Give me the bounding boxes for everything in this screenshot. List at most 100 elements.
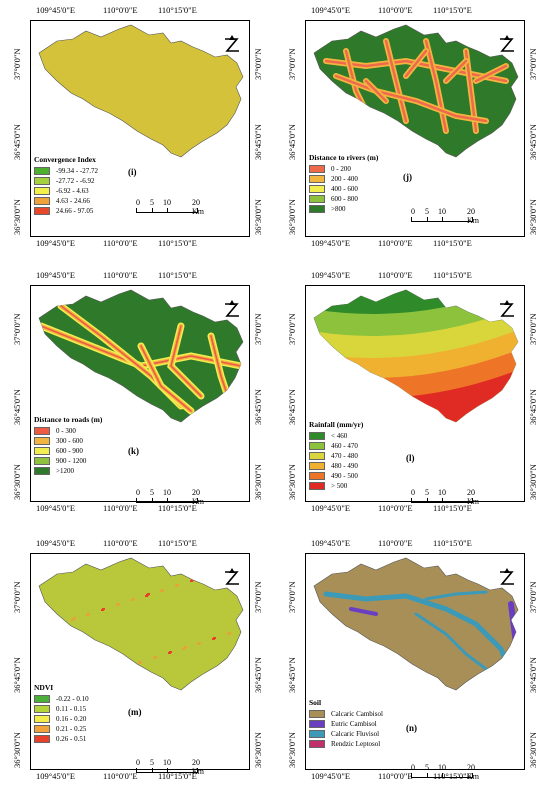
legend-item-label: 600 - 800 [331,195,358,203]
longitude-label-bottom: 109°45'0"E [311,503,351,513]
legend-item: 600 - 800 [309,194,378,204]
longitude-label-top: 110°15'0"E [158,270,197,280]
map-panel: 109°45'0"E 110°0'0"E 110°15'0"E 109°45'0"E 1… [283,270,548,525]
legend-swatch [309,195,325,203]
legend-swatch [34,207,50,215]
longitude-label-top: 109°45'0"E [36,538,76,548]
scale-tick-label: 10 [163,488,171,497]
north-arrow-icon [498,35,516,59]
longitude-label-bottom: 110°0'0"E [103,503,138,513]
legend-item-label: < 460 [331,432,348,440]
map-legend: Distance to rivers (m) 0 - 200 200 - 400 40… [309,153,378,214]
longitude-label-bottom: 110°0'0"E [103,771,138,781]
longitude-label-bottom: 110°15'0"E [433,503,472,513]
north-arrow-icon [223,35,241,59]
north-arrow-icon [498,568,516,592]
legend-swatch [309,720,325,728]
legend-item: 0.26 - 0.51 [34,734,89,744]
study-area-map [313,557,519,691]
legend-swatch [309,165,325,173]
map-frame [30,285,250,502]
legend-item-label: -27.72 - -6.92 [56,177,95,185]
legend-item: -99.34 - -27.72 [34,166,98,176]
longitude-label-top: 110°0'0"E [103,5,138,15]
legend-item-label: 0.21 - 0.25 [56,725,87,733]
legend-title: Distance to roads (m) [34,415,103,424]
legend-swatch [309,730,325,738]
legend-item: 24.66 - 97.05 [34,206,98,216]
longitude-label-bottom: 109°45'0"E [311,771,351,781]
legend-swatch [34,725,50,733]
scale-bar: 0 5 10 20 Km [411,763,481,781]
latitude-label-right: 37°0'0"N [253,313,263,345]
latitude-label-left: 36°45'0"N [12,389,22,425]
latitude-label-left: 36°30'0"N [12,732,22,768]
legend-item-label: 300 - 600 [56,437,83,445]
latitude-label-right: 36°45'0"N [528,124,538,160]
latitude-label-right: 37°0'0"N [253,48,263,80]
legend-item-label: > 500 [331,482,348,490]
legend-item-label: 600 - 900 [56,447,83,455]
scale-tick-label: 10 [163,758,171,767]
scale-bar: 0 5 10 20 Km [411,488,481,506]
legend-item-label: >1200 [56,467,74,475]
legend-swatch [309,432,325,440]
longitude-label-bottom: 110°15'0"E [158,771,197,781]
legend-item-label: 24.66 - 97.05 [56,207,94,215]
scale-tick-label: 20 Km [467,488,479,506]
legend-item-label: 4.63 - 24.66 [56,197,90,205]
legend-item: 300 - 600 [34,436,102,446]
longitude-label-top: 109°45'0"E [311,538,351,548]
legend-item: Eutric Cambisol [309,719,383,729]
legend-item: < 460 [309,431,363,441]
latitude-label-left: 36°30'0"N [287,732,297,768]
longitude-label-top: 110°0'0"E [103,270,138,280]
longitude-label-bottom: 109°45'0"E [36,771,76,781]
scale-tick-label: 5 [150,758,154,767]
latitude-label-right: 37°0'0"N [528,48,538,80]
legend-item: 0.21 - 0.25 [34,724,89,734]
legend-item: >800 [309,204,378,214]
legend-swatch [34,457,50,465]
legend-swatch [34,695,50,703]
legend-item-label: Calcaric Cambisol [331,710,383,718]
north-arrow-icon [223,300,241,324]
longitude-label-top: 109°45'0"E [36,5,76,15]
legend-title: Convergence Index [34,155,96,164]
map-legend: NDVI -0.22 - 0.10 0.11 - 0.15 0.16 - 0.20 0.… [34,683,89,744]
legend-item: Calcaric Fluvisol [309,729,383,739]
north-arrow-icon [223,568,241,592]
scale-tick-label: 5 [425,763,429,772]
legend-swatch [309,472,325,480]
latitude-label-left: 36°45'0"N [12,657,22,693]
legend-item: 490 - 500 [309,471,363,481]
longitude-label-top: 110°0'0"E [378,538,413,548]
longitude-label-top: 109°45'0"E [311,5,351,15]
latitude-label-right: 36°45'0"N [528,389,538,425]
legend-item: 480 - 490 [309,461,363,471]
legend-swatch [309,175,325,183]
longitude-label-bottom: 109°45'0"E [36,238,76,248]
longitude-label-bottom: 110°0'0"E [378,771,413,781]
scale-tick-label: 0 [136,198,140,207]
legend-item-label: 0.11 - 0.15 [56,705,87,713]
study-area-map [38,289,244,423]
map-legend: Soil Calcaric Cambisol Eutric Cambisol Calc… [309,698,383,749]
scale-tick-label: 0 [136,758,140,767]
latitude-label-right: 36°30'0"N [253,732,263,768]
longitude-label-bottom: 110°15'0"E [433,771,472,781]
legend-swatch [309,710,325,718]
scale-bar: 0 5 10 20 Km [136,198,206,216]
latitude-label-left: 37°0'0"N [12,48,22,80]
longitude-label-bottom: 110°15'0"E [158,503,197,513]
scale-bar-line [136,498,198,503]
longitude-label-top: 110°0'0"E [378,270,413,280]
study-area-region [313,557,519,691]
legend-item: >1200 [34,466,102,476]
scale-bar-line [136,208,198,213]
legend-swatch [34,467,50,475]
longitude-label-top: 110°15'0"E [158,5,197,15]
legend-swatch [34,427,50,435]
scale-tick-label: 10 [438,763,446,772]
scale-tick-label: 0 [136,488,140,497]
